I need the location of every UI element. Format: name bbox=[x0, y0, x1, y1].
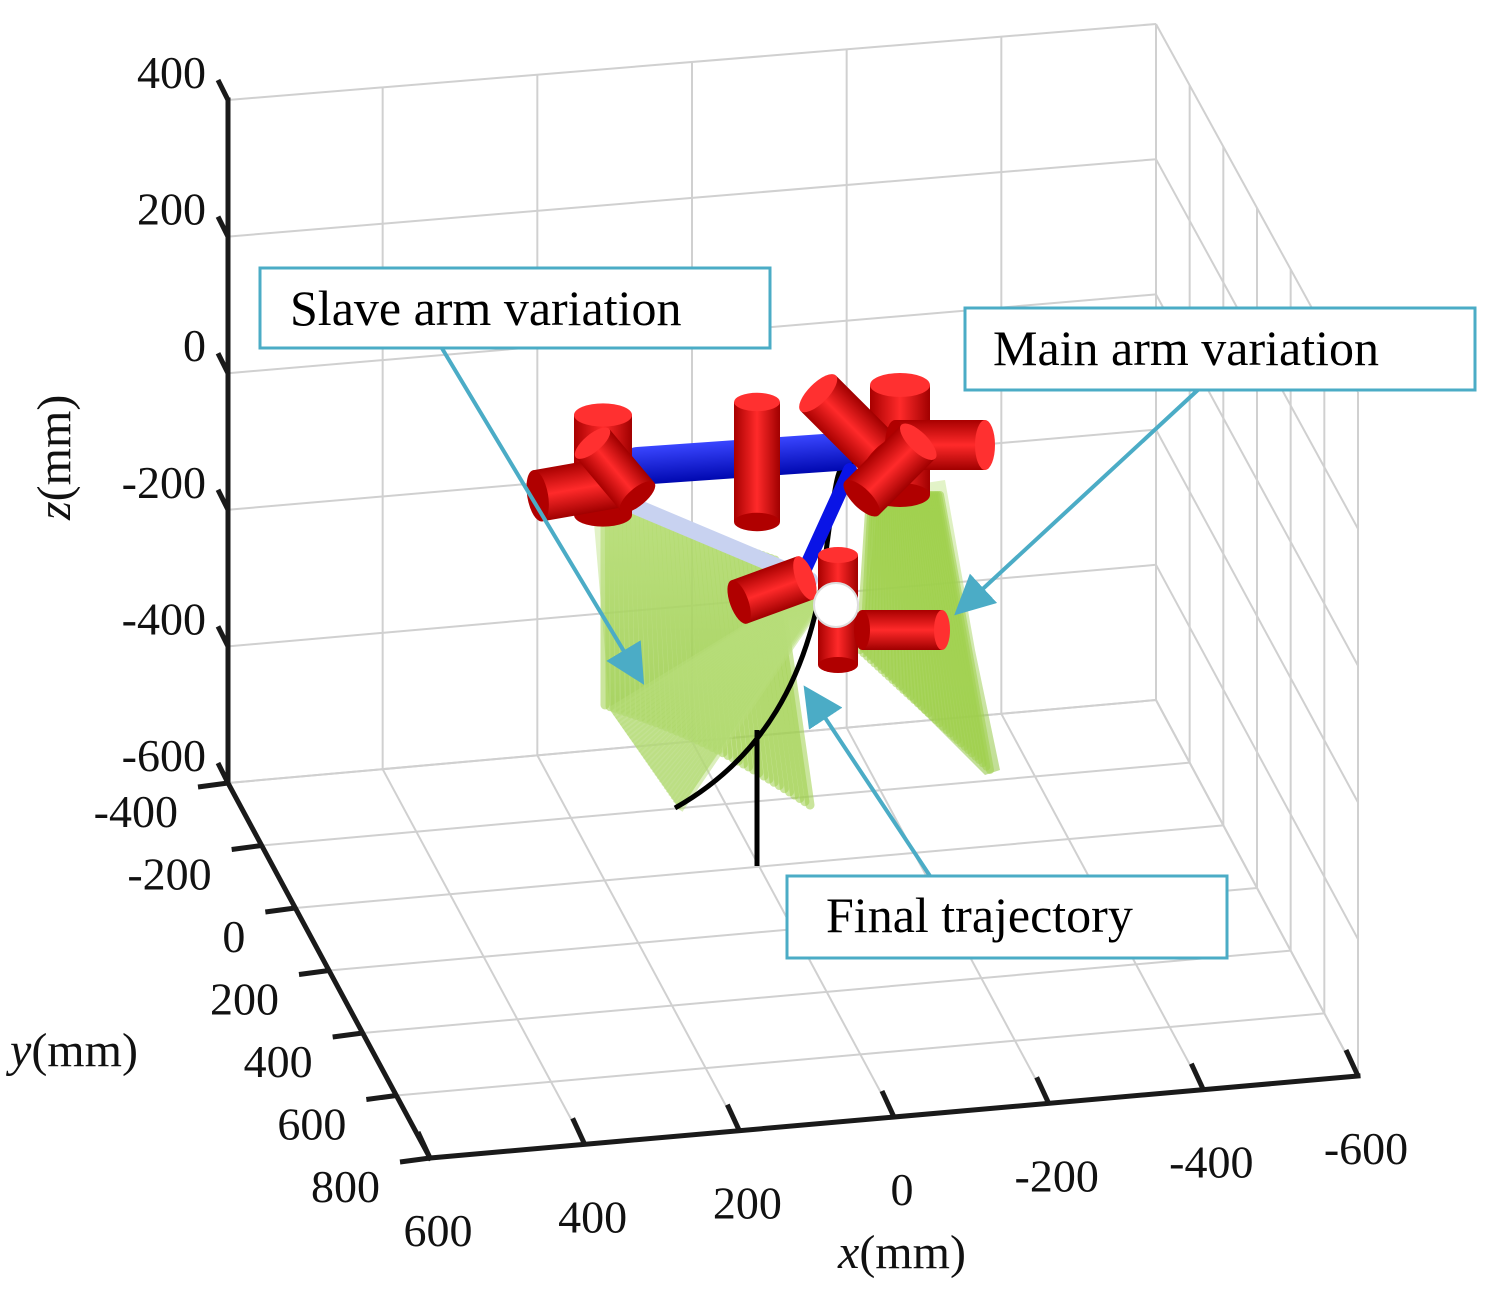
x-tick-label: -400 bbox=[1169, 1137, 1253, 1188]
joint-right-horizontal-cap bbox=[975, 420, 995, 470]
annotation-slave: Slave arm variation bbox=[258, 266, 772, 685]
y-axis-label: y(mm) bbox=[5, 1024, 138, 1077]
y-tick-mark bbox=[332, 1030, 363, 1040]
z-tick-label: 400 bbox=[137, 47, 206, 98]
joint-left-vertical-cap bbox=[574, 403, 632, 427]
x-tick-label: -600 bbox=[1324, 1123, 1408, 1174]
joint-end-vertical-base bbox=[818, 657, 858, 673]
annotation-traj-text: Final trajectory bbox=[826, 887, 1133, 943]
x-tick-mark bbox=[570, 1117, 587, 1146]
joint-end-vertical-cap bbox=[818, 547, 858, 563]
annotation-traj-box bbox=[785, 874, 1229, 960]
sidewall-grid-line bbox=[1155, 429, 1359, 803]
joint-right-diagonal-b bbox=[843, 423, 937, 517]
joint-left-horizontal-base bbox=[526, 470, 549, 522]
sidewall-grid-line bbox=[1155, 564, 1359, 940]
joint-right-diagonal-a-body bbox=[800, 375, 900, 475]
annotation-main-text: Main arm variation bbox=[993, 320, 1379, 376]
main-arm-sweep-line bbox=[936, 491, 994, 774]
joint-end-left-body bbox=[731, 556, 813, 624]
slave-arm-sweep-line bbox=[677, 588, 833, 812]
annotation-main-arrow bbox=[954, 386, 1202, 616]
joint-right-vertical-cap bbox=[870, 373, 930, 397]
z-tick-label: -400 bbox=[122, 593, 206, 644]
main-link bbox=[793, 463, 857, 587]
x-tick-mark bbox=[415, 1130, 433, 1160]
y-tick-label: 400 bbox=[244, 1036, 313, 1087]
z-tick-label: -600 bbox=[122, 730, 206, 781]
z-tick-mark bbox=[215, 488, 231, 511]
joint-middle-vertical-cap bbox=[734, 392, 780, 412]
robot-model bbox=[526, 373, 1000, 866]
x-tick-label: -200 bbox=[1015, 1150, 1099, 1201]
backwall-grid-line bbox=[227, 158, 1157, 238]
joint-right-diagonal-b-base bbox=[843, 480, 880, 517]
annotation-main: Main arm variation bbox=[954, 306, 1477, 616]
end-effector-sphere bbox=[813, 582, 859, 628]
y-tick-label: 800 bbox=[311, 1161, 380, 1212]
annotation-main-box bbox=[963, 306, 1477, 392]
sidewall-grid-line bbox=[1155, 699, 1359, 1077]
z-tick-label: 200 bbox=[137, 184, 206, 235]
y-tick-mark bbox=[265, 905, 296, 915]
joint-left-diagonal bbox=[574, 427, 656, 513]
floor-grid-line bbox=[261, 761, 1190, 847]
x-tick-mark bbox=[1034, 1076, 1051, 1105]
y-tick-mark bbox=[231, 843, 262, 852]
x-tick-mark bbox=[725, 1103, 742, 1132]
z-tick-mark bbox=[215, 215, 231, 238]
joint-end-right-base bbox=[854, 610, 870, 650]
annotation-slave-arrow bbox=[438, 343, 645, 685]
x-tick-label: 400 bbox=[558, 1191, 627, 1242]
y-tick-mark bbox=[298, 968, 330, 977]
y-tick-label: 600 bbox=[277, 1099, 346, 1150]
axes bbox=[197, 78, 1361, 1165]
joint-end-right bbox=[854, 610, 950, 650]
joint-middle-vertical bbox=[734, 392, 780, 532]
z-tick-label: 0 bbox=[183, 320, 206, 371]
x-axis-label: x(mm) bbox=[837, 1226, 966, 1279]
y-tick-label: 200 bbox=[210, 974, 279, 1025]
x-tick-label: 200 bbox=[713, 1178, 782, 1229]
z-tick-mark bbox=[215, 78, 231, 102]
joint-middle-vertical-body bbox=[734, 402, 780, 522]
y-tick-label: -200 bbox=[127, 849, 211, 900]
joint-right-diagonal-a-cap bbox=[799, 374, 838, 413]
x-tick-mark bbox=[1189, 1062, 1206, 1091]
backwall-grid-line bbox=[227, 23, 1157, 101]
joint-left-diagonal-cap bbox=[574, 427, 611, 459]
z-axis-label: z(mm) bbox=[28, 395, 81, 521]
z-tick-mark bbox=[215, 625, 231, 648]
y-tick-label: 0 bbox=[222, 911, 245, 962]
annotation-slave-box bbox=[258, 266, 772, 350]
joint-end-left-cap bbox=[793, 556, 817, 600]
x-tick-label: 0 bbox=[891, 1164, 914, 1215]
y-tick-label: -400 bbox=[94, 786, 178, 837]
x-tick-label: 600 bbox=[404, 1205, 473, 1256]
z-tick-mark bbox=[215, 761, 231, 785]
z-tick-label: -200 bbox=[122, 457, 206, 508]
y-tick-mark bbox=[399, 1155, 431, 1165]
joint-middle-vertical-base bbox=[734, 512, 780, 532]
tick-labels: 600 400 200 0 -200 -400 -600-400-2000200400600… bbox=[94, 47, 1408, 1256]
joint-end-right-cap bbox=[934, 610, 950, 650]
y-tick-mark bbox=[197, 780, 229, 790]
y-tick-mark bbox=[366, 1093, 397, 1102]
x-tick-mark bbox=[879, 1089, 897, 1119]
joint-end-right-body bbox=[862, 610, 942, 650]
annotation-traj: Final trajectory bbox=[785, 685, 1229, 960]
annotations: Slave arm variation Main arm variation F… bbox=[258, 266, 1477, 960]
annotation-traj-arrow bbox=[803, 685, 932, 878]
annotation-slave-text: Slave arm variation bbox=[290, 280, 682, 336]
joint-end-left-base bbox=[727, 580, 751, 624]
z-tick-mark bbox=[215, 352, 231, 375]
joint-left-diagonal-base bbox=[619, 481, 656, 513]
joint-right-diagonal-b-cap bbox=[900, 423, 937, 460]
joint-end-left bbox=[727, 556, 817, 624]
x-tick-mark bbox=[1343, 1048, 1361, 1078]
